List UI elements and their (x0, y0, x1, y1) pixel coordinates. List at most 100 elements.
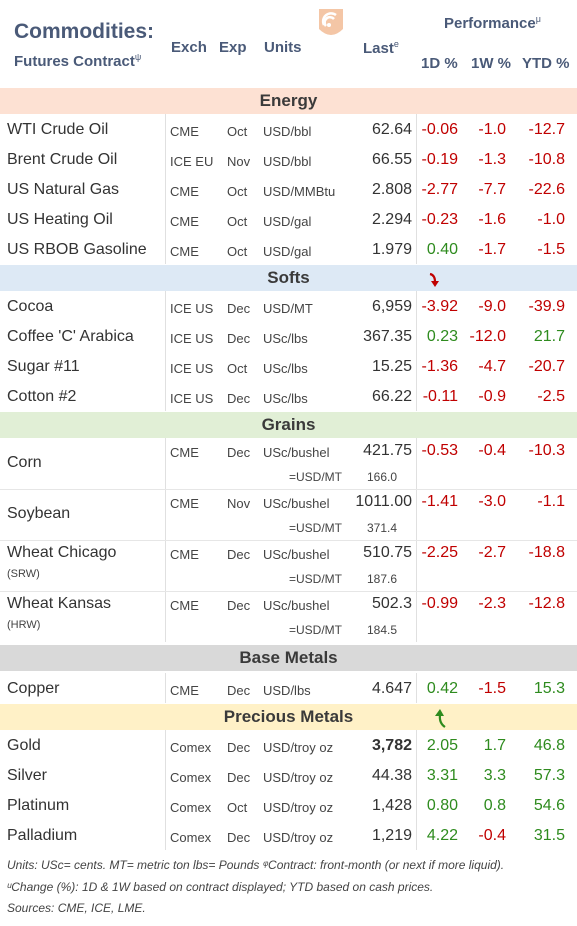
change-ytd: 54.6 (533, 797, 565, 814)
change-1w: 3.3 (483, 767, 506, 784)
units: USD/bbl (263, 154, 312, 169)
change-1d: 0.80 (426, 797, 458, 814)
col-ytd: YTD % (522, 55, 570, 72)
expiry: Oct (227, 244, 248, 259)
table-row: US Heating Oil CME Oct USD/gal 2.294 -0.23 -1.… (0, 204, 577, 234)
col-1w: 1W % (471, 55, 512, 72)
brand-logo-icon (319, 9, 343, 35)
exchange: CME (170, 124, 199, 139)
commodity-name: US Natural Gas (7, 181, 120, 198)
row-divider (0, 591, 577, 592)
change-ytd: 21.7 (533, 328, 565, 345)
exchange: Comex (170, 830, 212, 845)
exchange: CME (170, 496, 199, 511)
footnote-change: ᵘChange (%): 1D & 1W based on contract d… (7, 880, 434, 894)
change-ytd: -12.7 (528, 121, 565, 138)
col-last: Laste (363, 39, 399, 57)
commodity-name: Sugar #11 (7, 358, 80, 375)
table-row: Wheat Kansas (HRW) CME Dec USc/bushel =USD/MT… (0, 591, 577, 641)
units: USD/troy oz (263, 770, 334, 785)
expiry: Dec (227, 301, 251, 316)
commodity-name: Soybean (7, 505, 71, 522)
col-1d: 1D % (421, 55, 458, 72)
exchange: CME (170, 547, 199, 562)
change-ytd: -1.0 (537, 211, 565, 228)
units-converted: =USD/MT (289, 470, 343, 484)
table-row: Coffee 'C' Arabica ICE US Dec USc/lbs 367.35… (0, 321, 577, 351)
last-price: 502.3 (371, 595, 412, 612)
change-ytd: -10.8 (528, 151, 565, 168)
commodity-name: Cotton #2 (7, 388, 77, 405)
expiry: Dec (227, 830, 251, 845)
commodity-name: Palladium (7, 827, 78, 844)
exchange: ICE US (170, 361, 214, 376)
table-row: Gold Comex Dec USD/troy oz 3,782 2.05 1.7 46.8 (0, 730, 577, 760)
expiry: Dec (227, 740, 251, 755)
units: USD/MT (263, 301, 313, 316)
commodity-name: Cocoa (7, 298, 54, 315)
expiry: Oct (227, 361, 248, 376)
exchange: CME (170, 214, 199, 229)
units: USD/troy oz (263, 740, 334, 755)
change-ytd: -12.8 (528, 595, 565, 612)
change-1w: -1.5 (478, 680, 506, 697)
change-1d: -0.06 (421, 121, 458, 138)
last-price: 421.75 (363, 442, 412, 459)
expiry: Dec (227, 683, 251, 698)
change-1d: -3.92 (421, 298, 458, 315)
exchange: Comex (170, 800, 212, 815)
change-1d: -0.23 (421, 211, 458, 228)
section-header-softs: Softs (0, 265, 577, 291)
units: USc/lbs (263, 391, 308, 406)
change-1d: -0.19 (421, 151, 458, 168)
exchange: CME (170, 598, 199, 613)
units: USD/troy oz (263, 830, 334, 845)
change-1w: -9.0 (478, 298, 506, 315)
last-price: 3,782 (371, 737, 412, 754)
change-1w: 1.7 (483, 737, 506, 754)
commodity-name: Platinum (7, 797, 70, 814)
expiry: Oct (227, 214, 248, 229)
last-price-converted: 184.5 (366, 623, 397, 637)
exchange: CME (170, 184, 199, 199)
commodity-name: US RBOB Gasoline (7, 241, 147, 258)
expiry: Oct (227, 124, 248, 139)
change-ytd: 57.3 (533, 767, 565, 784)
commodity-name: US Heating Oil (7, 211, 113, 228)
units-converted: =USD/MT (289, 572, 343, 586)
units: USD/troy oz (263, 800, 334, 815)
table-row: Copper CME Dec USD/lbs 4.647 0.42 -1.5 15.3 (0, 673, 577, 703)
table-row: Brent Crude Oil ICE EU Nov USD/bbl 66.55 -0.1… (0, 144, 577, 174)
units: USD/MMBtu (263, 184, 336, 199)
section-header-precious: Precious Metals (0, 704, 577, 730)
row-divider (0, 540, 577, 541)
change-1d: 0.40 (426, 241, 458, 258)
last-price: 6,959 (371, 298, 412, 315)
change-ytd: -10.3 (528, 442, 565, 459)
expiry: Oct (227, 184, 248, 199)
change-1w: -1.0 (478, 121, 506, 138)
exchange: CME (170, 445, 199, 460)
page-subtitle: Futures Contractψ (14, 52, 142, 70)
page-title: Commodities: (14, 20, 155, 43)
section-header-base: Base Metals (0, 645, 577, 671)
change-1d: 3.31 (426, 767, 458, 784)
table-row: Sugar #11 ICE US Oct USc/lbs 15.25 -1.36 -4.7 -… (0, 351, 577, 381)
table-row: Cocoa ICE US Dec USD/MT 6,959 -3.92 -9.0 -39.9 (0, 291, 577, 321)
column-divider (165, 673, 166, 703)
section-header-energy: Energy (0, 88, 577, 114)
units-converted: =USD/MT (289, 623, 343, 637)
column-divider (416, 730, 417, 850)
last-price: 15.25 (371, 358, 412, 375)
col-exch: Exch (171, 39, 207, 56)
expiry: Dec (227, 598, 251, 613)
commodity-grade: (SRW) (7, 568, 40, 580)
table-row: Soybean CME Nov USc/bushel =USD/MT 1011.00 371… (0, 489, 577, 539)
commodity-grade: (HRW) (7, 619, 41, 631)
last-price: 66.55 (371, 151, 412, 168)
column-divider (416, 114, 417, 264)
last-price: 1,428 (371, 797, 412, 814)
change-ytd: 15.3 (533, 680, 565, 697)
table-row: Platinum Comex Oct USD/troy oz 1,428 0.80 0.8 5… (0, 790, 577, 820)
table-row: Cotton #2 ICE US Dec USc/lbs 66.22 -0.11 -0.9 -… (0, 381, 577, 411)
